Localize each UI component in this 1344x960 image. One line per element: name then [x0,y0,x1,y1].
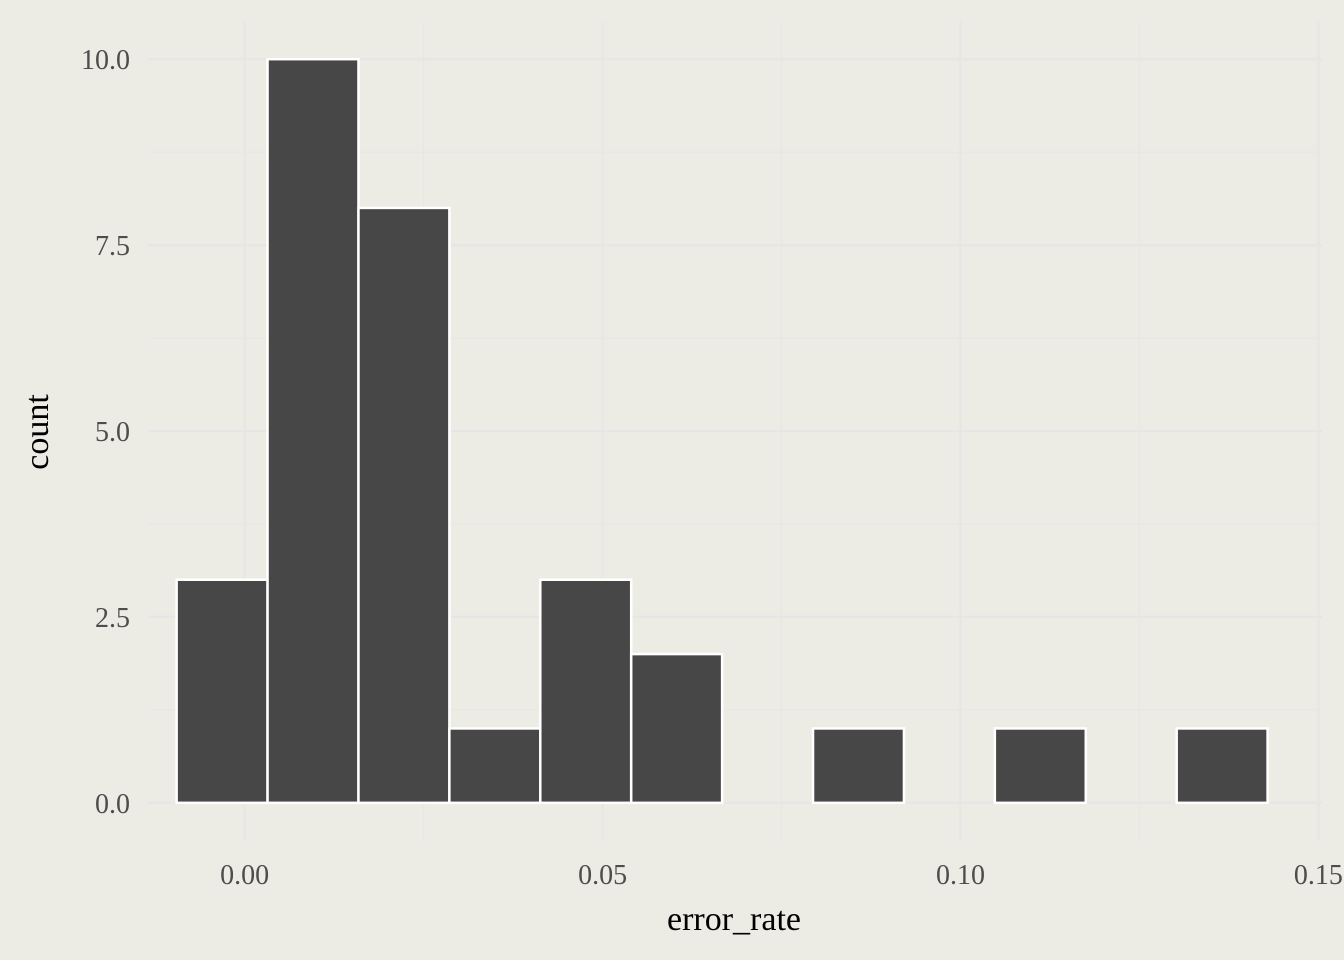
x-axis-tick-labels: 0.00 0.05 0.10 0.15 [220,860,1343,891]
y-axis-tick-labels: 0.0 2.5 5.0 7.5 10.0 [81,45,130,820]
y-tick-label: 0.0 [95,789,130,820]
histogram-bar [448,727,542,805]
x-axis-title: error_rate [667,901,801,938]
histogram-bar [266,57,360,805]
bars-layer [175,57,1269,805]
x-tick-label: 0.15 [1294,860,1343,891]
histogram-bar [993,727,1088,805]
y-axis-title: count [19,394,56,470]
x-tick-label: 0.00 [220,860,269,891]
histogram-bar [811,727,906,805]
x-tick-label: 0.10 [936,860,985,891]
histogram-bar [629,652,724,805]
histogram-bar [1175,727,1269,805]
y-tick-label: 2.5 [95,603,130,634]
histogram-bar [175,578,269,805]
x-tick-label: 0.05 [578,860,627,891]
y-tick-label: 5.0 [95,417,130,448]
y-tick-label: 10.0 [81,45,130,76]
y-tick-label: 7.5 [95,231,130,262]
histogram-bar [539,578,633,805]
histogram-bar [357,206,451,805]
